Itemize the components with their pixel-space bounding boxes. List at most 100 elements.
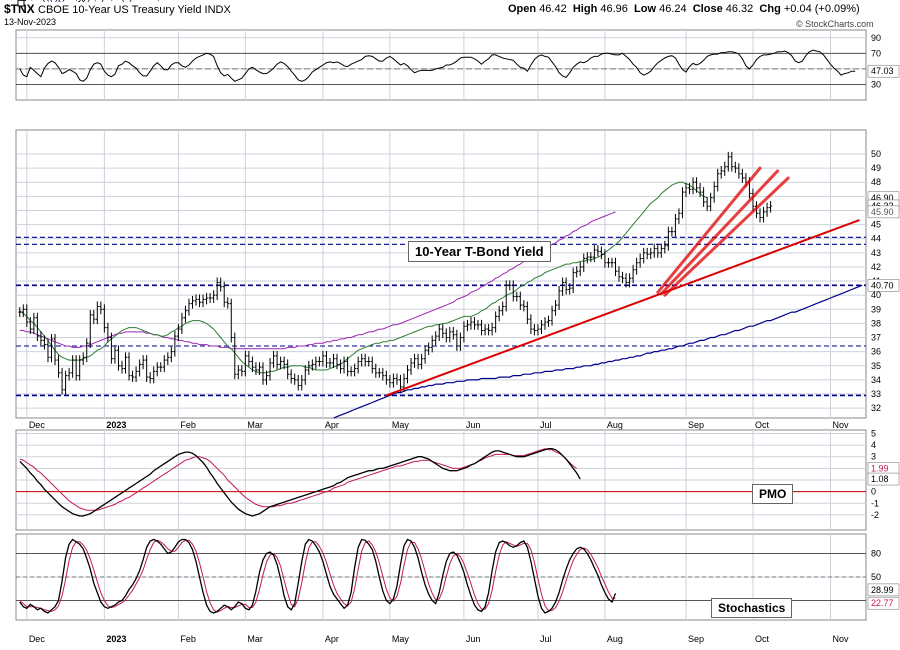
low-label: Low (634, 3, 657, 15)
rsi-title: RSI(14) 47.03 (27, 0, 83, 2)
price-tick-label: 36 (871, 347, 881, 357)
pmo-current-value-label: 1.08 (871, 474, 889, 484)
price-tick-label: 45 (871, 220, 881, 230)
price-trendline (385, 219, 860, 397)
open-value: 46.42 (539, 3, 567, 15)
close-label: Close (692, 3, 723, 15)
bottom-x-axis-label: Sep (688, 634, 704, 644)
price-tick-label: 38 (871, 318, 881, 328)
ema200-current-value-label: 40.70 (871, 280, 894, 290)
x-axis-label: Jul (540, 420, 552, 430)
sto-tick-label: 50 (871, 572, 881, 582)
pmo-title: PMO(35,20,10) 1.08, 1.99 (29, 0, 133, 2)
description: CBOE 10-Year US Treasury Yield INDX (38, 4, 231, 16)
price-tick-label: 40 (871, 290, 881, 300)
x-axis-label: Dec (29, 420, 46, 430)
x-axis-label: Feb (180, 420, 196, 430)
watermark: © StockCharts.com (796, 19, 874, 29)
pmo-tick-label: -2 (871, 510, 879, 520)
sto-k-current-tag (867, 583, 900, 597)
symbol: $TNX (4, 2, 35, 16)
pmo-current-tag (867, 472, 900, 486)
open-label: Open (508, 3, 537, 15)
price-accel-trendline (659, 169, 780, 296)
sto-d-current-value-label: 22.77 (871, 598, 894, 608)
sto-title: Full STO %K(14,3) %D(3) 28.99, 22.77 (29, 0, 185, 2)
x-axis-label: Sep (688, 420, 704, 430)
rsi-tick-label: 90 (871, 33, 881, 43)
ema20-legend: EMA(20) 46.90 (29, 0, 83, 2)
price-tick-label: 39 (871, 304, 881, 314)
price-tick-label: 48 (871, 177, 881, 187)
x-axis-label: 2023 (106, 420, 126, 430)
x-axis-label: Aug (607, 420, 623, 430)
price-tick-label: 44 (871, 234, 881, 244)
bottom-x-axis-label: Nov (833, 634, 850, 644)
price-tick-label: 50 (871, 149, 881, 159)
rsi-tick-label: 70 (871, 48, 881, 58)
price-title: $TNX (Daily) 46.32 (29, 0, 114, 3)
price-accel-trendline (663, 176, 790, 297)
chg-label: Chg (759, 3, 781, 15)
price-tick-label: 32 (871, 403, 881, 413)
bottom-x-axis-label: Feb (180, 634, 196, 644)
x-axis-label: Jun (466, 420, 481, 430)
price-accel-trendline (656, 166, 762, 294)
high-label: High (572, 3, 598, 15)
ohlc-readout: Open 46.42 High 46.96 Low 46.24 Close 46… (508, 3, 860, 15)
price-tick-label: 42 (871, 262, 881, 272)
bottom-x-axis-label: Jun (466, 634, 481, 644)
pmo-annotation-box: PMO (752, 484, 794, 504)
high-value: 46.96 (600, 3, 628, 15)
ema20-line (19, 181, 708, 374)
bottom-x-axis-label: Apr (325, 634, 339, 644)
price-tick-label: 34 (871, 375, 881, 385)
sto-annotation-box: Stochastics (711, 598, 793, 618)
bottom-x-axis-label: May (392, 634, 410, 644)
bottom-x-axis-label: 2023 (106, 634, 126, 644)
sto-tick-label: 80 (871, 549, 881, 559)
rsi-current-value-label: 47.03 (871, 66, 894, 76)
pmo-tick-label: 3 (871, 452, 876, 462)
pmo-tick-label: 0 (871, 487, 876, 497)
rsi-legend-swatch (17, 0, 25, 7)
price-tick-label: 35 (871, 361, 881, 371)
bottom-x-axis-label: Jul (540, 634, 552, 644)
close-value: 46.32 (725, 3, 754, 15)
price-tick-label: 37 (871, 333, 881, 343)
bottom-x-axis-label: Dec (29, 634, 46, 644)
x-axis-label: Nov (833, 420, 850, 430)
rsi-panel-frame (15, 29, 867, 101)
ema20-current-value-label: 46.90 (871, 193, 894, 203)
rsi-line (19, 49, 856, 82)
sto-d-current-tag (867, 596, 900, 610)
ema200-current-tag (867, 279, 900, 292)
price-tick-label: 49 (871, 163, 881, 173)
ema50-current-value-label: 45.90 (871, 207, 894, 217)
pmo-tick-label: 5 (871, 428, 876, 438)
pmo-line (19, 447, 581, 517)
date-label: 13-Nov-2023 (4, 17, 57, 27)
bottom-x-axis-label: Aug (607, 634, 623, 644)
x-axis-label: May (392, 420, 410, 430)
x-axis-label: Apr (325, 420, 339, 430)
pmo-tick-label: -1 (871, 498, 879, 508)
ema50-legend: EMA(50) 45.90 (29, 0, 83, 2)
pmo-signal-line (19, 448, 577, 511)
low-value: 46.24 (659, 3, 687, 15)
x-axis-label: Oct (755, 420, 770, 430)
rsi-current-tag (867, 64, 900, 78)
x-axis-label: Mar (247, 420, 263, 430)
price-annotation-box: 10-Year T-Bond Yield (408, 241, 551, 262)
ema50-current-tag (867, 205, 900, 219)
bottom-x-axis-label: Mar (247, 634, 263, 644)
sto-k-current-value-label: 28.99 (871, 585, 894, 595)
chg-value: +0.04 (+0.09%) (783, 3, 860, 15)
sto-k-line (19, 538, 617, 614)
ema200-line (333, 284, 863, 419)
price-tick-label: 33 (871, 389, 881, 399)
pmo-signal-current-value-label: 1.99 (871, 463, 889, 473)
price-tick-label: 43 (871, 248, 881, 258)
pmo-tick-label: 4 (871, 440, 876, 450)
